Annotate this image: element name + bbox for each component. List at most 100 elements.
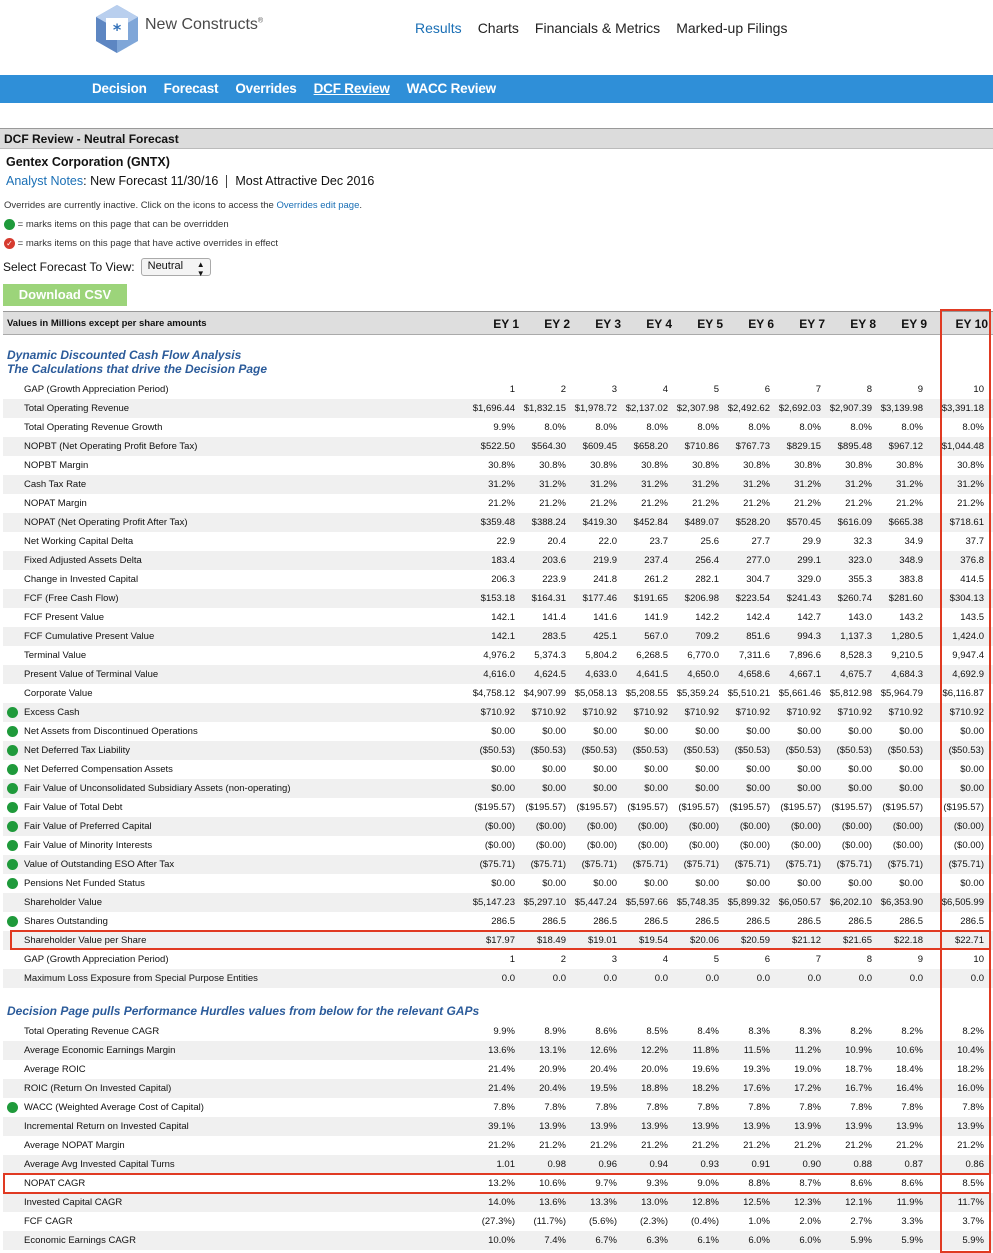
cell-value: $0.00 <box>695 726 719 737</box>
tab-decision[interactable]: Decision <box>92 81 147 96</box>
override-dot-icon[interactable] <box>7 802 18 813</box>
cell-value: 21.2% <box>488 1140 515 1151</box>
new-constructs-logo-icon[interactable]: * <box>94 4 140 54</box>
cell-value: 30.8% <box>590 460 617 471</box>
override-dot-icon[interactable] <box>7 726 18 737</box>
cell-value: 0.86 <box>965 1159 985 1170</box>
cell-value: $0.00 <box>960 878 984 889</box>
cell-value: 8.3% <box>748 1026 770 1037</box>
cell-value: ($50.53) <box>734 745 770 756</box>
tab-wacc-review[interactable]: WACC Review <box>406 81 497 96</box>
analyst-notes-link[interactable]: Analyst Notes <box>6 174 84 188</box>
cell-value: 21.2% <box>692 498 719 509</box>
nav-charts[interactable]: Charts <box>477 20 519 36</box>
cell-value: 323.0 <box>848 555 872 566</box>
cell-value: 2 <box>560 384 566 395</box>
row-label: GAP (Growth Appreciation Period) <box>24 384 169 395</box>
cell-value: 21.2% <box>539 1140 566 1151</box>
override-dot-icon[interactable] <box>7 878 18 889</box>
override-dot-icon[interactable] <box>7 707 18 718</box>
download-csv-button[interactable]: Download CSV <box>3 284 127 306</box>
cell-value: ($50.53) <box>581 745 617 756</box>
select-label: Select Forecast To View: <box>3 260 135 274</box>
column-header: EY 5 <box>697 317 723 331</box>
cell-value: 8.5% <box>962 1178 984 1189</box>
cell-value: $0.00 <box>899 726 923 737</box>
cell-value: 141.4 <box>542 612 566 623</box>
select-arrows-icon: ▲ ▼ <box>196 260 205 278</box>
cell-value: 7.8% <box>544 1102 566 1113</box>
override-dot-icon[interactable] <box>7 783 18 794</box>
cell-value: 4,641.5 <box>636 669 668 680</box>
cell-value: 11.7% <box>957 1197 984 1208</box>
legend-active-overrides: ✓ = marks items on this page that have a… <box>4 238 278 249</box>
table-row: WACC (Weighted Average Cost of Capital) 7… <box>3 1098 993 1117</box>
override-dot-icon[interactable] <box>7 840 18 851</box>
cell-value: 30.8% <box>488 460 515 471</box>
table-row: Excess Cash $710.92 $710.92 $710.92 $710.92 $… <box>3 703 993 722</box>
table-row: Average Economic Earnings Margin 13.6% 13.… <box>3 1041 993 1060</box>
cell-value: 30.8% <box>641 460 668 471</box>
tab-forecast[interactable]: Forecast <box>163 81 219 96</box>
override-dot-icon[interactable] <box>7 1102 18 1113</box>
row-label: Average ROIC <box>24 1064 86 1075</box>
cell-value: 183.4 <box>491 555 515 566</box>
cell-value: ($0.00) <box>688 840 719 851</box>
table-row: Cash Tax Rate 31.2% 31.2% 31.2% 31.2% 31.2% 31… <box>3 475 993 494</box>
cell-value: $2,692.03 <box>778 403 821 414</box>
cell-value: 21.2% <box>845 498 872 509</box>
cell-value: 13.9% <box>692 1121 719 1132</box>
cell-value: 141.9 <box>644 612 668 623</box>
cell-value: $2,307.98 <box>676 403 719 414</box>
cell-value: 286.5 <box>899 916 923 927</box>
cell-value: 19.0% <box>794 1064 821 1075</box>
cell-value: $0.00 <box>695 878 719 889</box>
cell-value: (5.6%) <box>589 1216 617 1227</box>
cell-value: 20.4% <box>590 1064 617 1075</box>
cell-value: $0.00 <box>644 764 668 775</box>
cell-value: 30.8% <box>743 460 770 471</box>
overrides-edit-link[interactable]: Overrides edit page <box>276 200 360 211</box>
cell-value: 31.2% <box>845 479 872 490</box>
tab-dcf-review[interactable]: DCF Review <box>313 81 390 96</box>
cell-value: ($75.71) <box>683 859 719 870</box>
cell-value: 31.2% <box>896 479 923 490</box>
cell-value: 142.1 <box>491 631 515 642</box>
nav-marked-up-filings[interactable]: Marked-up Filings <box>676 20 788 36</box>
top-nav: Results Charts Financials & Metrics Mark… <box>415 20 803 36</box>
cell-value: 10.0% <box>488 1235 515 1246</box>
override-dot-icon[interactable] <box>7 745 18 756</box>
forecast-select[interactable]: Neutral ▲ ▼ <box>140 258 211 278</box>
column-header: EY 6 <box>748 317 774 331</box>
cell-value: 376.8 <box>960 555 984 566</box>
cell-value: $0.00 <box>746 726 770 737</box>
nav-results[interactable]: Results <box>415 20 462 36</box>
row-label: GAP (Growth Appreciation Period) <box>24 954 169 965</box>
cell-value: 9,210.5 <box>891 650 923 661</box>
cell-value: $895.48 <box>837 441 872 452</box>
cell-value: ($50.53) <box>887 745 923 756</box>
cell-value: 39.1% <box>488 1121 515 1132</box>
cell-value: 0.0 <box>654 973 668 984</box>
tab-overrides[interactable]: Overrides <box>235 81 297 96</box>
cell-value: $0.00 <box>960 783 984 794</box>
cell-value: 30.8% <box>896 460 923 471</box>
cell-value: 1 <box>509 384 515 395</box>
nav-financials-metrics[interactable]: Financials & Metrics <box>534 20 661 36</box>
red-check-icon: ✓ <box>4 238 15 249</box>
cell-value: 8 <box>866 384 872 395</box>
analyst-notes-line: Analyst Notes: New Forecast 11/30/16 Most… <box>6 174 374 189</box>
override-dot-icon[interactable] <box>7 859 18 870</box>
cell-value: 355.3 <box>848 574 872 585</box>
table-row: Net Working Capital Delta 22.9 20.4 22.0 23.… <box>3 532 993 551</box>
override-dot-icon[interactable] <box>7 916 18 927</box>
cell-value: $0.00 <box>960 726 984 737</box>
cell-value: 7.8% <box>697 1102 719 1113</box>
override-dot-icon[interactable] <box>7 821 18 832</box>
sub-nav: Decision Forecast Overrides DCF Review W… <box>0 75 993 103</box>
cell-value: $665.38 <box>888 517 923 528</box>
cell-value: $1,832.15 <box>523 403 566 414</box>
cell-value: 203.6 <box>542 555 566 566</box>
override-dot-icon[interactable] <box>7 764 18 775</box>
cell-value: 142.7 <box>797 612 821 623</box>
